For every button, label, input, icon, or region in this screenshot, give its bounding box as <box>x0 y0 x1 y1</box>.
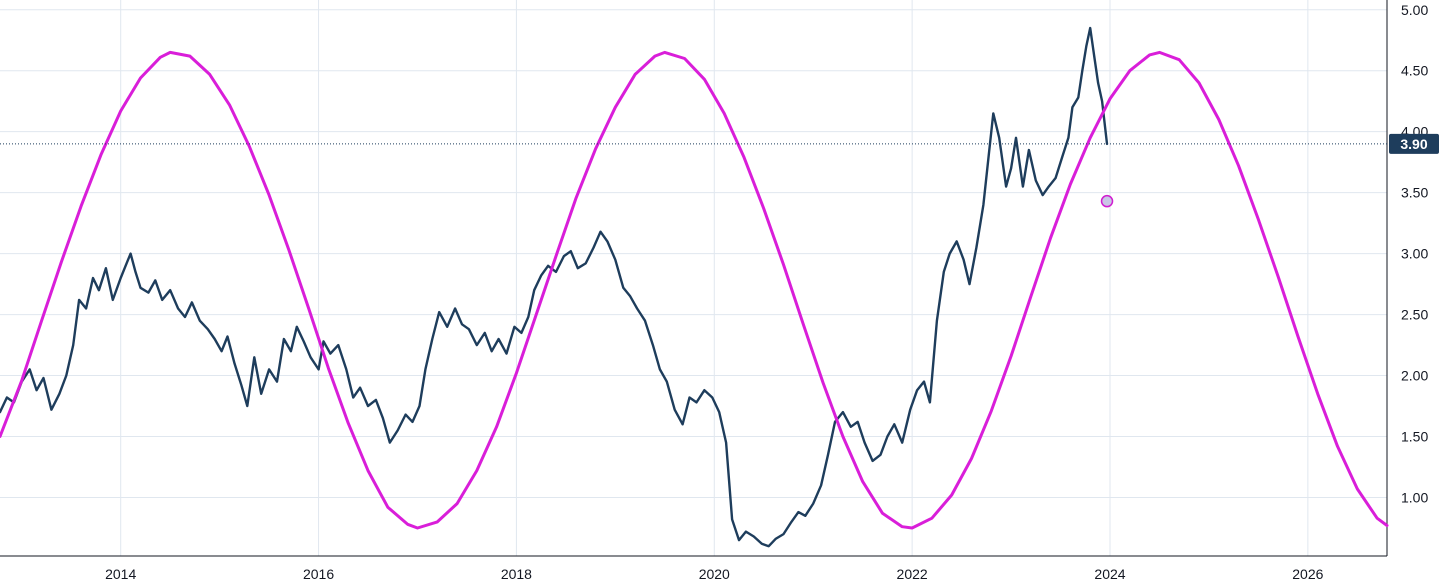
cycle-line <box>0 50 1389 530</box>
y-tick-label: 4.50 <box>1401 63 1428 79</box>
axes <box>0 0 1388 557</box>
y-tick-label: 5.00 <box>1401 2 1428 18</box>
y-tick-label: 1.00 <box>1401 489 1428 505</box>
series <box>0 26 1389 548</box>
x-tick-label: 2016 <box>303 566 334 582</box>
x-tick-label: 2026 <box>1292 566 1323 582</box>
y-tick-label: 1.50 <box>1401 429 1428 445</box>
price-line <box>0 26 1109 548</box>
x-tick-label: 2022 <box>897 566 928 582</box>
last-value-label: 3.90 <box>1400 136 1427 152</box>
y-tick-label: 3.00 <box>1401 246 1428 262</box>
overlays: 3.90 <box>0 133 1439 208</box>
cycle-marker[interactable] <box>1100 194 1114 208</box>
y-tick-label: 3.50 <box>1401 185 1428 201</box>
x-tick-label: 2020 <box>699 566 730 582</box>
y-tick-label: 2.50 <box>1401 307 1428 323</box>
x-tick-label: 2014 <box>105 566 136 582</box>
price-axis-labels: 5.004.504.003.503.002.502.001.501.00 <box>1401 2 1428 506</box>
x-tick-label: 2018 <box>501 566 532 582</box>
x-tick-label: 2024 <box>1094 566 1125 582</box>
time-axis-labels: 2014 2016 2018 2020 2022 2024 2026 <box>105 566 1324 582</box>
last-value-badge <box>1389 133 1439 154</box>
grid <box>0 0 1387 556</box>
y-tick-label: 2.00 <box>1401 368 1428 384</box>
